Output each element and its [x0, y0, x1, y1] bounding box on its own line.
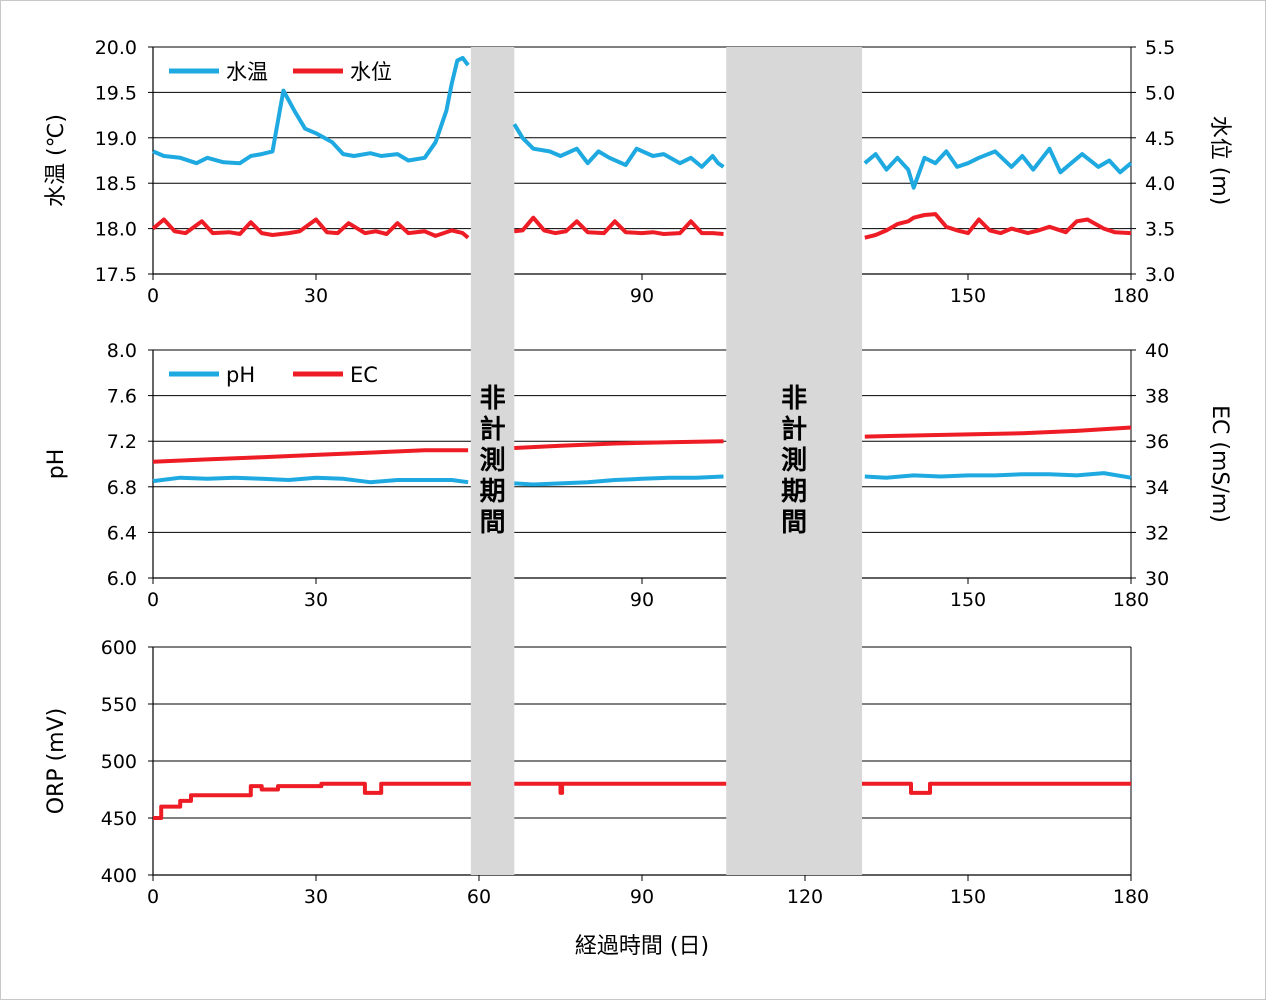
- series-line-水位: [151, 217, 470, 240]
- series-line-ORP: [514, 781, 727, 795]
- y-tick-label: 7.6: [107, 386, 137, 408]
- x-tick-label: 180: [1113, 886, 1149, 908]
- non-measurement-band: [726, 47, 863, 875]
- legend-label: 水位: [350, 60, 392, 84]
- legend-label: EC: [350, 363, 378, 387]
- series-line-EC: [514, 439, 724, 450]
- series-line-水位: [864, 212, 1132, 240]
- y2-tick-label: 4.0: [1145, 173, 1175, 195]
- y-tick-label: 550: [101, 694, 137, 716]
- y-tick-label: 6.8: [107, 477, 137, 499]
- x-tick-label: 60: [467, 886, 491, 908]
- series-line-水位: [514, 215, 724, 236]
- x-tick-label: 90: [630, 285, 654, 307]
- y2-tick-label: 38: [1145, 386, 1169, 408]
- series-line-pH: [514, 474, 724, 487]
- y-tick-label: 19.0: [95, 128, 137, 150]
- series-line-pH: [152, 475, 469, 485]
- band-label-char: 非: [480, 384, 506, 414]
- x-tick-label: 30: [304, 285, 328, 307]
- y-tick-label: 17.5: [95, 264, 137, 286]
- band-label-char: 測: [781, 446, 807, 476]
- series-line-pH: [864, 471, 1132, 480]
- y2-axis-title: EC (mS/m): [1207, 405, 1232, 523]
- series-line-水温: [863, 146, 1133, 190]
- y2-tick-label: 5.0: [1145, 82, 1175, 104]
- y-tick-label: 6.4: [107, 522, 137, 544]
- legend-label: pH: [226, 363, 255, 387]
- band-label-char: 期: [480, 477, 506, 507]
- x-tick-label: 150: [950, 285, 986, 307]
- y2-axis-title: 水位 (m): [1207, 116, 1232, 206]
- x-tick-label: 180: [1113, 589, 1149, 611]
- x-tick-label: 0: [147, 285, 159, 307]
- y-tick-label: 18.0: [95, 219, 137, 241]
- band-label-char: 測: [480, 446, 506, 476]
- x-tick-label: 180: [1113, 285, 1149, 307]
- series-line-水温: [152, 55, 470, 166]
- x-tick-label: 30: [304, 589, 328, 611]
- x-tick-label: 90: [630, 589, 654, 611]
- y2-tick-label: 3.5: [1145, 219, 1175, 241]
- y-tick-label: 19.5: [95, 82, 137, 104]
- x-tick-label: 0: [147, 886, 159, 908]
- x-tick-label: 90: [630, 886, 654, 908]
- y-tick-label: 8.0: [107, 340, 137, 362]
- band-label-char: 非: [781, 384, 807, 414]
- y-axis-title: pH: [44, 449, 69, 480]
- y-tick-label: 6.0: [107, 568, 137, 590]
- y2-tick-label: 30: [1145, 568, 1169, 590]
- legend-label: 水温: [226, 60, 268, 84]
- non-measurement-label: 非計測期間: [480, 384, 506, 538]
- band-label-char: 間: [781, 508, 807, 538]
- series-line-EC: [152, 448, 469, 464]
- y-tick-label: 500: [101, 751, 137, 773]
- non-measurement-label: 非計測期間: [781, 384, 807, 538]
- y-tick-label: 18.5: [95, 173, 137, 195]
- y-tick-label: 600: [101, 637, 137, 659]
- x-tick-label: 30: [304, 886, 328, 908]
- y-tick-label: 400: [101, 865, 137, 887]
- series-line-水温: [512, 123, 725, 169]
- x-axis-title: 経過時間 (日): [575, 934, 709, 959]
- x-tick-label: 0: [147, 589, 159, 611]
- y2-tick-label: 36: [1145, 431, 1169, 453]
- band-label-char: 計: [480, 414, 506, 445]
- series-line-ORP: [153, 781, 471, 820]
- y-tick-label: 7.2: [107, 431, 137, 453]
- x-tick-label: 150: [950, 886, 986, 908]
- band-label-char: 計: [781, 414, 807, 445]
- y-tick-label: 450: [101, 808, 137, 830]
- x-tick-label: 120: [787, 886, 823, 908]
- y2-tick-label: 5.5: [1145, 37, 1175, 59]
- series-line-ORP: [862, 781, 1131, 795]
- x-tick-label: 150: [950, 589, 986, 611]
- y2-tick-label: 4.5: [1145, 128, 1175, 150]
- band-label-char: 間: [480, 508, 506, 538]
- y-tick-label: 20.0: [95, 37, 137, 59]
- band-label-char: 期: [781, 477, 807, 507]
- non-measurement-band: [470, 47, 515, 875]
- series-line-EC: [864, 425, 1132, 439]
- y-axis-title: ORP (mV): [44, 708, 69, 815]
- y2-tick-label: 34: [1145, 477, 1169, 499]
- y-axis-title: 水温 (℃): [44, 114, 69, 207]
- y2-tick-label: 32: [1145, 522, 1169, 544]
- y2-tick-label: 3.0: [1145, 264, 1175, 286]
- y2-tick-label: 40: [1145, 340, 1169, 362]
